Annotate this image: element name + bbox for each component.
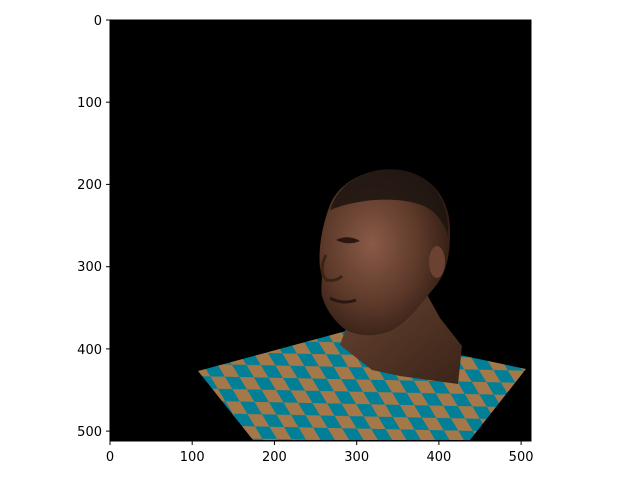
x-tick-label: 500: [509, 450, 534, 465]
y-tick-label: 200: [77, 178, 102, 193]
y-tick-label: 300: [77, 260, 102, 275]
y-tick-label: 500: [77, 425, 102, 440]
rendered-image: [110, 20, 531, 441]
y-tick-label: 100: [77, 96, 102, 111]
axes-frame: [109, 19, 532, 442]
x-tick-label: 400: [426, 450, 451, 465]
head-mouth: [329, 296, 357, 304]
y-axis: 0 100 200 300 400 500: [77, 14, 110, 440]
head: [319, 169, 451, 336]
x-axis: 0 100 200 300 400 500: [106, 441, 534, 465]
x-tick-label: 300: [344, 450, 369, 465]
x-tick-label: 200: [262, 450, 287, 465]
head-ear: [429, 246, 445, 278]
x-tick-label: 0: [106, 450, 114, 465]
head-eye: [336, 237, 360, 244]
head-hair: [330, 169, 449, 236]
x-tick-label: 100: [180, 450, 205, 465]
y-tick-label: 0: [94, 14, 102, 29]
head-nose: [320, 254, 344, 282]
y-tick-label: 400: [77, 343, 102, 358]
